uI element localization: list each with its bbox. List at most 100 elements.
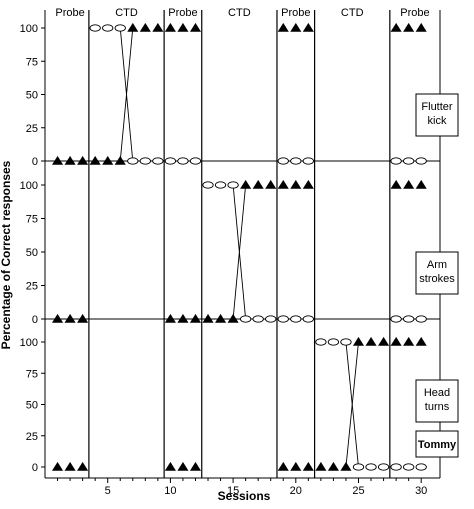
- triangle-point-p3-s3: [77, 461, 89, 471]
- triangle-point-p2-s18: [265, 179, 277, 189]
- oval-point-p1-s12: [189, 157, 202, 165]
- triangle-point-p3-s11: [177, 461, 189, 471]
- triangle-point-p3-s1: [51, 461, 64, 471]
- participant-box: [415, 430, 459, 458]
- axis-ticks: 0 25 50 75 100 0 25 50 75 100 0 25 50 75 100 5 10 15 20 25 3…: [20, 23, 428, 497]
- oval-point-p2-s21: [302, 315, 314, 323]
- oval-point-p3-s24: [340, 338, 352, 346]
- oval-point-p1-s8: [139, 157, 151, 165]
- triangle-point-p2-s28: [390, 179, 402, 189]
- cross-line-p3-oval: [345, 341, 359, 468]
- oval-point-p1-s9: [152, 157, 164, 165]
- triangle-point-p1-s19: [277, 22, 289, 32]
- triangle-point-p1-s9: [152, 22, 164, 32]
- panel-label-text-1-2: kick: [428, 115, 447, 127]
- oval-point-p3-s25: [352, 463, 365, 471]
- phase-label-7: Probe: [400, 7, 429, 19]
- phase-label-2: CTD: [115, 7, 138, 19]
- oval-point-p3-s26: [365, 463, 377, 471]
- triangle-point-p1-s29: [403, 22, 415, 32]
- phase-label-4: CTD: [228, 7, 251, 19]
- y-tick-label-p3-75: 75: [26, 368, 38, 380]
- triangle-point-p3-s26: [365, 336, 377, 346]
- triangle-point-p1-s11: [177, 22, 189, 32]
- oval-point-p3-s27: [377, 463, 390, 471]
- oval-point-p1-s10: [164, 157, 177, 165]
- triangle-point-p3-s27: [378, 336, 390, 346]
- triangle-point-p2-s3: [77, 313, 89, 323]
- series-lines: [119, 27, 359, 468]
- oval-point-p1-s4: [89, 24, 101, 32]
- oval-point-p1-s30: [415, 157, 427, 165]
- triangle-point-p1-s8: [139, 22, 151, 32]
- y-tick-label-p3-25: 25: [26, 431, 38, 443]
- oval-point-p2-s14: [214, 181, 227, 189]
- x-axis-title: Sessions: [218, 489, 271, 503]
- oval-point-p2-s16: [239, 315, 252, 323]
- x-tick-label-20: 20: [290, 485, 302, 497]
- y-tick-label-p2-50: 50: [26, 247, 38, 259]
- y-tick-label-p3-0: 0: [32, 462, 38, 474]
- oval-point-p2-s19: [277, 315, 289, 323]
- y-axis-title: Percentage of Correct responses: [0, 160, 13, 349]
- triangle-point-p2-s20: [290, 179, 302, 189]
- oval-point-p1-s21: [302, 157, 314, 165]
- triangle-point-p3-s28: [390, 336, 402, 346]
- triangle-point-p3-s30: [415, 336, 427, 346]
- triangle-point-p3-s25: [352, 336, 365, 346]
- oval-point-p2-s17: [252, 315, 264, 323]
- panel-label-text-2-2: strokes: [419, 273, 455, 285]
- triangle-point-p3-s10: [164, 461, 176, 471]
- y-tick-label-p1-0: 0: [32, 156, 38, 168]
- panel-label-box-3: [415, 379, 459, 423]
- triangle-point-p2-s12: [189, 313, 202, 323]
- x-tick-label-15: 15: [227, 485, 239, 497]
- x-tick-label-10: 10: [164, 485, 176, 497]
- triangle-point-p1-s5: [102, 155, 114, 165]
- panel-label-text-3-1: Head: [424, 387, 450, 399]
- oval-point-p3-s23: [327, 338, 340, 346]
- triangle-point-p2-s13: [202, 313, 214, 323]
- y-tick-label-p1-75: 75: [26, 56, 38, 68]
- triangle-point-p1-s7: [127, 22, 139, 32]
- triangle-point-p2-s29: [403, 179, 415, 189]
- oval-point-p2-s29: [403, 315, 415, 323]
- oval-point-p1-s6: [114, 24, 126, 32]
- triangle-point-p3-s22: [315, 461, 327, 471]
- x-tick-label-25: 25: [352, 485, 364, 497]
- triangle-point-p1-s3: [77, 155, 89, 165]
- oval-point-p1-s19: [277, 157, 289, 165]
- x-tick-label-5: 5: [105, 485, 111, 497]
- triangle-point-p1-s6: [114, 155, 126, 165]
- triangle-point-p3-s24: [340, 461, 352, 471]
- triangle-point-p1-s1: [51, 155, 64, 165]
- triangle-point-p3-s2: [64, 461, 76, 471]
- oval-point-p2-s18: [265, 315, 277, 323]
- phase-label-5: Probe: [281, 7, 310, 19]
- oval-point-p1-s28: [390, 157, 402, 165]
- oval-point-p2-s30: [415, 315, 427, 323]
- oval-point-p3-s22: [315, 338, 327, 346]
- triangle-point-p2-s10: [164, 313, 176, 323]
- oval-point-p1-s20: [290, 157, 302, 165]
- triangle-point-p2-s15: [227, 313, 239, 323]
- y-tick-label-p1-50: 50: [26, 90, 38, 102]
- phase-lines: [88, 10, 391, 478]
- y-tick-label-p1-25: 25: [26, 123, 38, 135]
- triangle-point-p1-s4: [89, 155, 101, 165]
- oval-point-p3-s29: [403, 463, 415, 471]
- oval-point-p3-s30: [415, 463, 427, 471]
- panel-label-text-3-2: turns: [425, 401, 450, 413]
- series-markers: [51, 22, 427, 471]
- triangle-point-p2-s16: [240, 179, 252, 189]
- panel-label-box-2: [415, 251, 459, 295]
- oval-point-p1-s11: [177, 157, 189, 165]
- triangle-point-p2-s30: [415, 179, 427, 189]
- y-tick-label-p3-100: 100: [20, 337, 38, 349]
- triangle-point-p2-s17: [252, 179, 264, 189]
- oval-point-p1-s5: [102, 24, 114, 32]
- y-tick-label-p2-25: 25: [26, 281, 38, 293]
- x-tick-label-30: 30: [415, 485, 427, 497]
- triangle-point-p1-s30: [415, 22, 427, 32]
- triangle-point-p1-s28: [390, 22, 402, 32]
